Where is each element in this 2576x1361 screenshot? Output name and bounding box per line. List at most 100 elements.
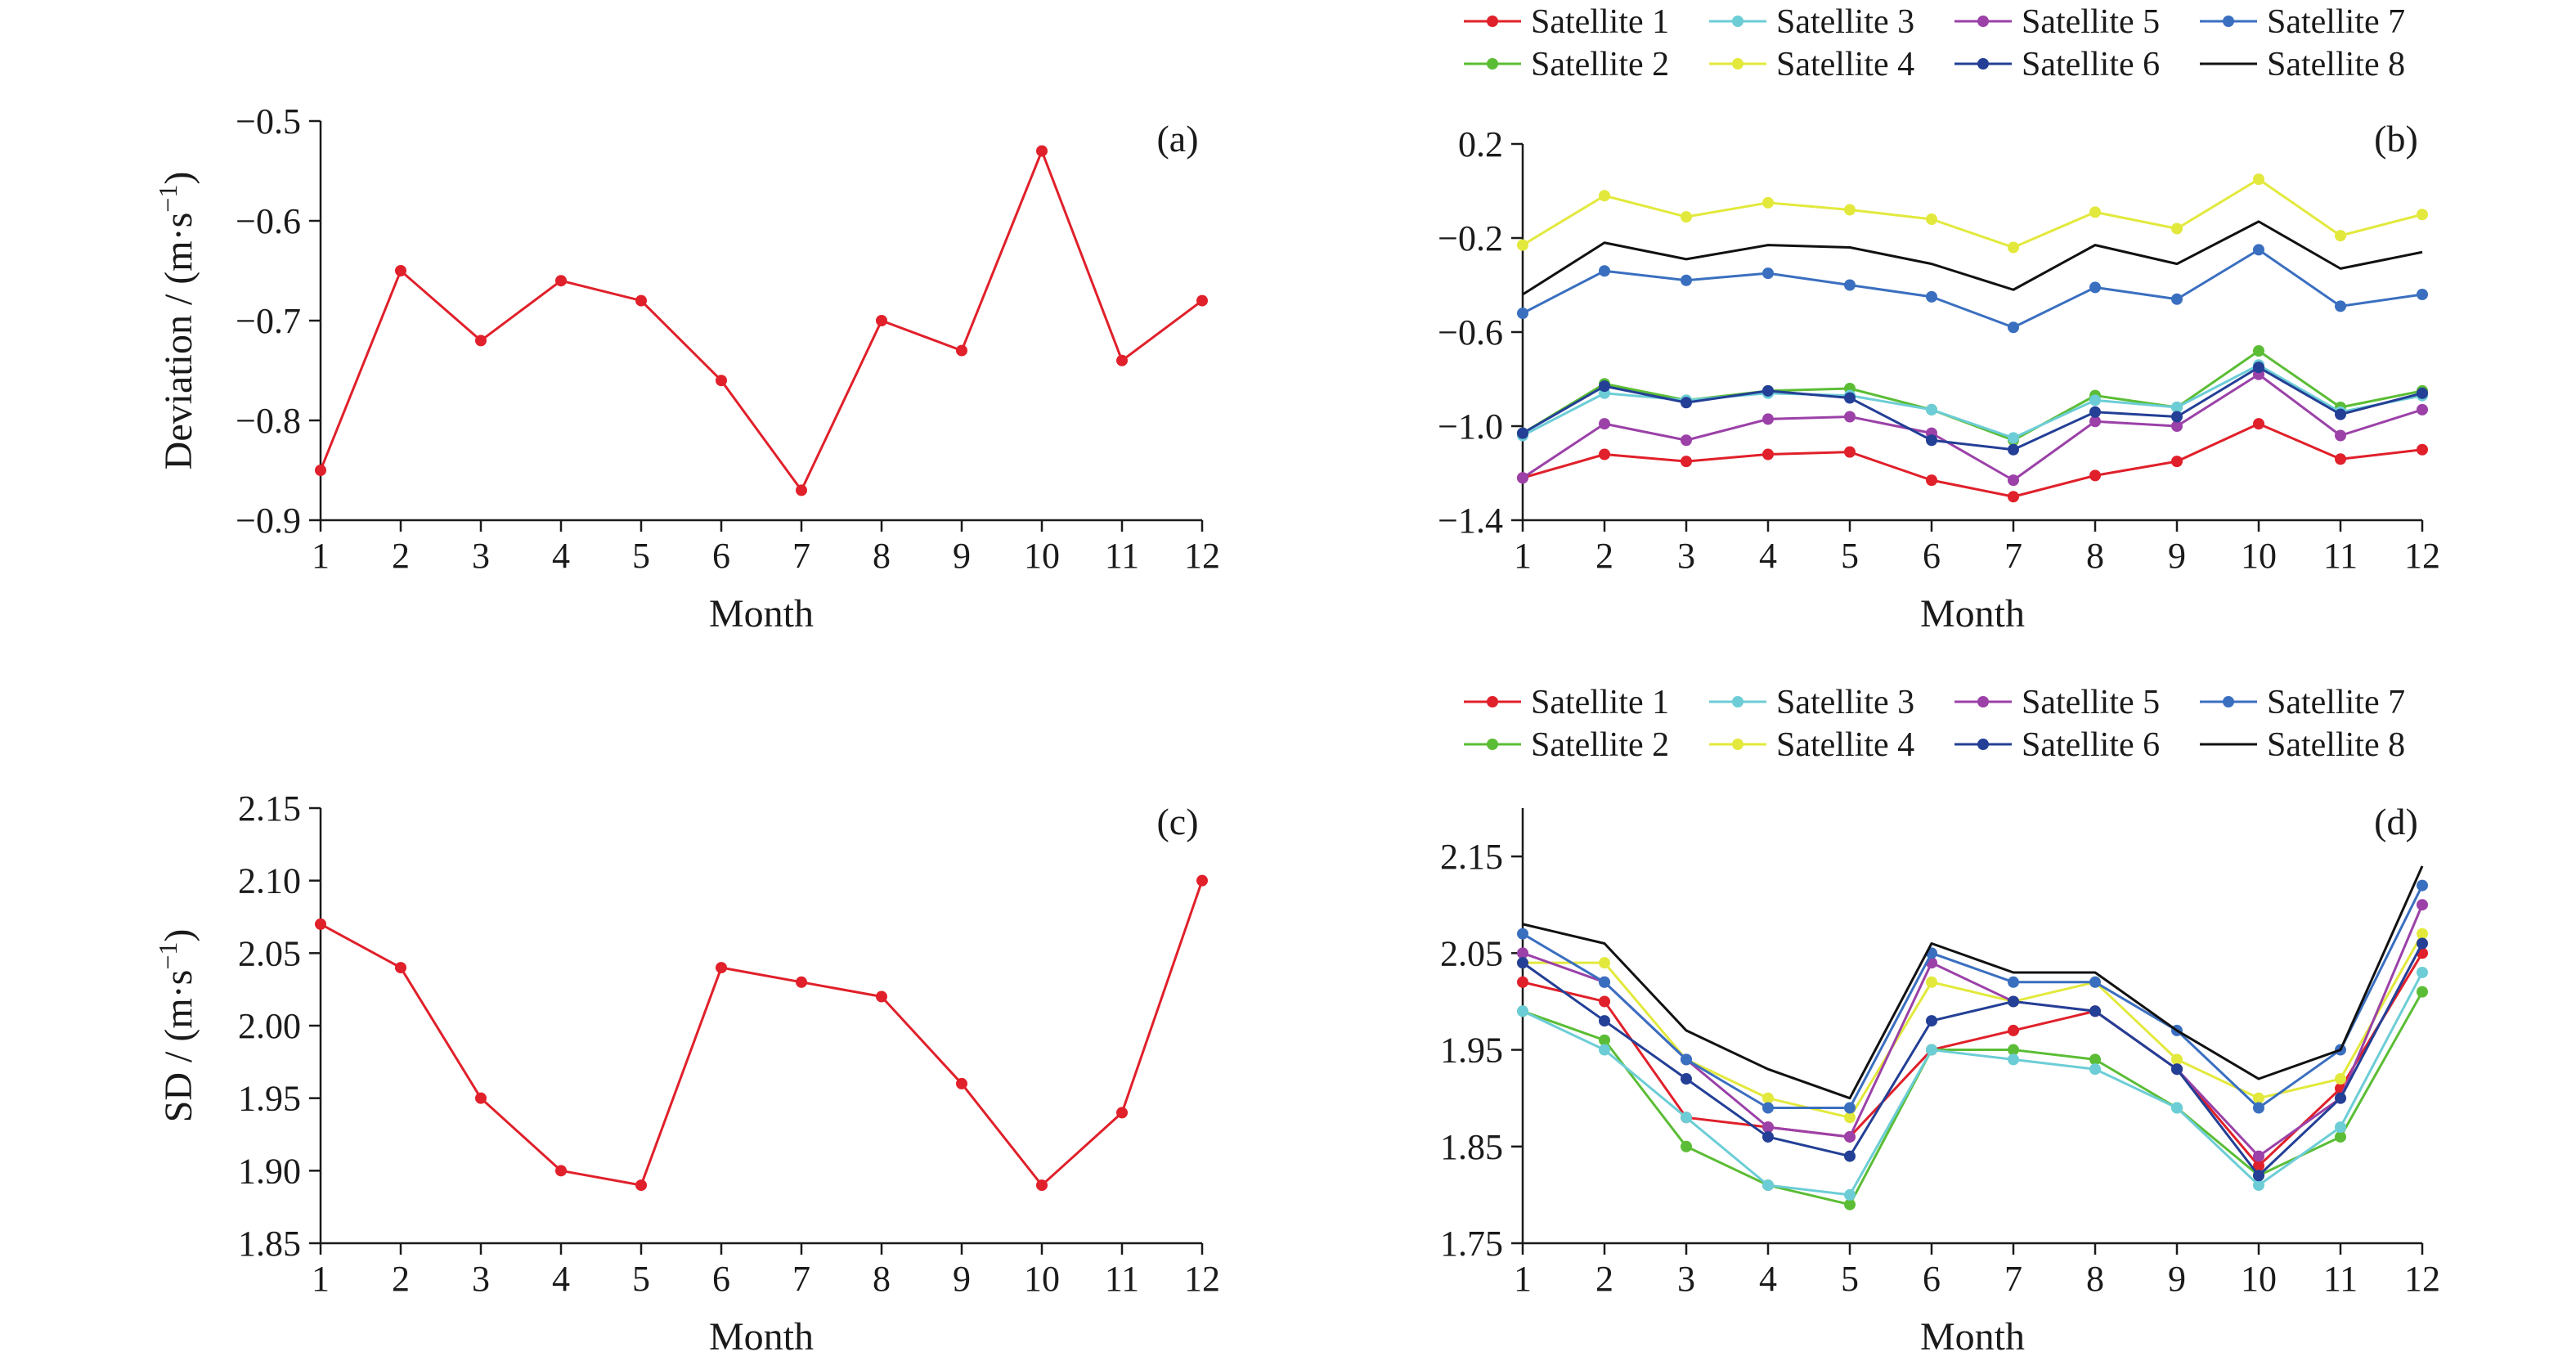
series-line	[1523, 932, 2424, 1119]
data-point	[1036, 1179, 1048, 1192]
x-tick-label: 9	[2168, 536, 2186, 576]
x-axis-title: Month	[1920, 592, 2025, 636]
x-tick-label: 3	[472, 1259, 490, 1299]
legend-label: Satellite 3	[1776, 3, 1914, 41]
y-tick-label: 0.2	[1458, 124, 1503, 164]
legend-swatch-marker	[1977, 739, 1989, 750]
data-point	[796, 484, 807, 496]
data-point	[1681, 1053, 1692, 1066]
data-point	[2171, 1102, 2183, 1114]
data-point	[315, 465, 326, 476]
x-tick-label: 9	[2168, 1259, 2186, 1299]
series-line	[1522, 248, 2423, 329]
x-tick-label: 10	[1024, 1259, 1060, 1299]
data-point	[1762, 267, 1774, 280]
data-point	[2008, 1024, 2019, 1036]
data-point	[2008, 474, 2019, 487]
series-line	[1522, 990, 2424, 1206]
y-axis-title: SD / (m·s−1)	[153, 929, 200, 1123]
data-point	[1517, 239, 1528, 251]
data-point	[2335, 1092, 2346, 1104]
data-point	[2335, 1121, 2346, 1134]
data-point	[876, 990, 887, 1003]
y-tick-label: 2.10	[238, 861, 301, 901]
legend-item: Satellite 4	[1709, 46, 1914, 83]
legend-swatch-marker	[1977, 696, 1989, 707]
data-point	[1844, 1130, 1856, 1143]
data-point	[1762, 196, 1774, 209]
legend-label: Satellite 4	[1776, 726, 1914, 764]
legend-item: Satellite 5	[1954, 684, 2160, 721]
data-point	[1844, 204, 1856, 216]
data-point	[1844, 1188, 1856, 1201]
data-point	[1599, 380, 1610, 393]
data-point	[2417, 879, 2428, 892]
data-point	[1599, 448, 1610, 460]
x-tick-label: 3	[1677, 1259, 1695, 1299]
data-point	[716, 962, 727, 974]
x-tick-label: 12	[1184, 1259, 1220, 1299]
series-satellite-5	[1517, 368, 2428, 487]
legend-label: Satellite 2	[1531, 46, 1669, 83]
x-tick-label: 1	[1514, 536, 1532, 576]
data-point	[2253, 1170, 2264, 1182]
data-point	[2171, 402, 2183, 413]
y-tick-label: −1.4	[1438, 501, 1503, 541]
legend-label: Satellite 2	[1531, 726, 1669, 764]
panel-d: 1.751.851.952.052.151 2 3 4 5 6 7 8 9 10 11 12Month…	[1440, 684, 2440, 1359]
data-point	[475, 1092, 487, 1104]
data-point	[2089, 1053, 2101, 1066]
series-line	[1522, 904, 2424, 1158]
panel-tag: (c)	[1156, 801, 1198, 842]
x-tick-label: 11	[1105, 1259, 1139, 1299]
x-tick-label: 3	[1677, 536, 1695, 576]
legend-label: Satellite 1	[1531, 3, 1669, 41]
y-tick-label: 2.15	[238, 788, 301, 829]
data-point	[2253, 345, 2264, 357]
legend-label: Satellite 7	[2267, 684, 2405, 721]
data-point	[1762, 448, 1774, 460]
x-tick-label: 7	[792, 536, 810, 576]
legend-label: Satellite 6	[2022, 46, 2160, 83]
x-tick-label: 1	[1514, 1259, 1532, 1299]
data-point	[1926, 976, 1937, 988]
x-tick-label: 12	[2404, 536, 2440, 576]
x-tick-label: 10	[1024, 536, 1060, 576]
legend-item: Satellite 8	[2200, 46, 2405, 83]
legend-item: Satellite 5	[1954, 3, 2160, 41]
data-point	[1844, 1198, 1856, 1211]
data-point	[2008, 443, 2019, 456]
data-point	[2089, 1005, 2101, 1017]
data-point	[2008, 432, 2019, 444]
data-point	[2089, 469, 2101, 482]
data-point	[2008, 1044, 2019, 1056]
series-series	[315, 874, 1208, 1192]
x-tick-label: 8	[2086, 536, 2104, 576]
data-point	[2335, 230, 2346, 242]
x-tick-label: 1	[312, 536, 330, 576]
legend-label: Satellite 5	[2022, 3, 2160, 41]
data-point	[1681, 456, 1692, 468]
legend-swatch-marker	[1487, 739, 1498, 750]
x-tick-label: 11	[1105, 536, 1139, 576]
x-tick-label: 8	[873, 1259, 891, 1299]
y-tick-label: 1.75	[1440, 1224, 1503, 1264]
data-point	[635, 294, 647, 307]
data-point	[1681, 211, 1692, 223]
legend-item: Satellite 6	[1954, 46, 2160, 83]
legend-item: Satellite 6	[1954, 726, 2160, 764]
data-point	[1116, 1107, 1128, 1119]
data-point	[2171, 1053, 2183, 1066]
panel-b: −1.4−1.0−0.6−0.20.21 2 3 4 5 6 7 8 9 10 11 12Month(…	[1438, 3, 2440, 636]
y-tick-label: 2.05	[238, 933, 301, 973]
series-satellite-5	[1517, 899, 2428, 1162]
legend-item: Satellite 2	[1464, 726, 1669, 764]
x-tick-label: 4	[552, 1259, 570, 1299]
data-point	[2253, 173, 2264, 186]
legend-swatch-marker	[2223, 16, 2234, 27]
y-tick-label: 2.15	[1440, 837, 1503, 877]
data-point	[1599, 995, 1610, 1008]
data-point	[1844, 411, 1856, 423]
data-point	[555, 275, 567, 287]
